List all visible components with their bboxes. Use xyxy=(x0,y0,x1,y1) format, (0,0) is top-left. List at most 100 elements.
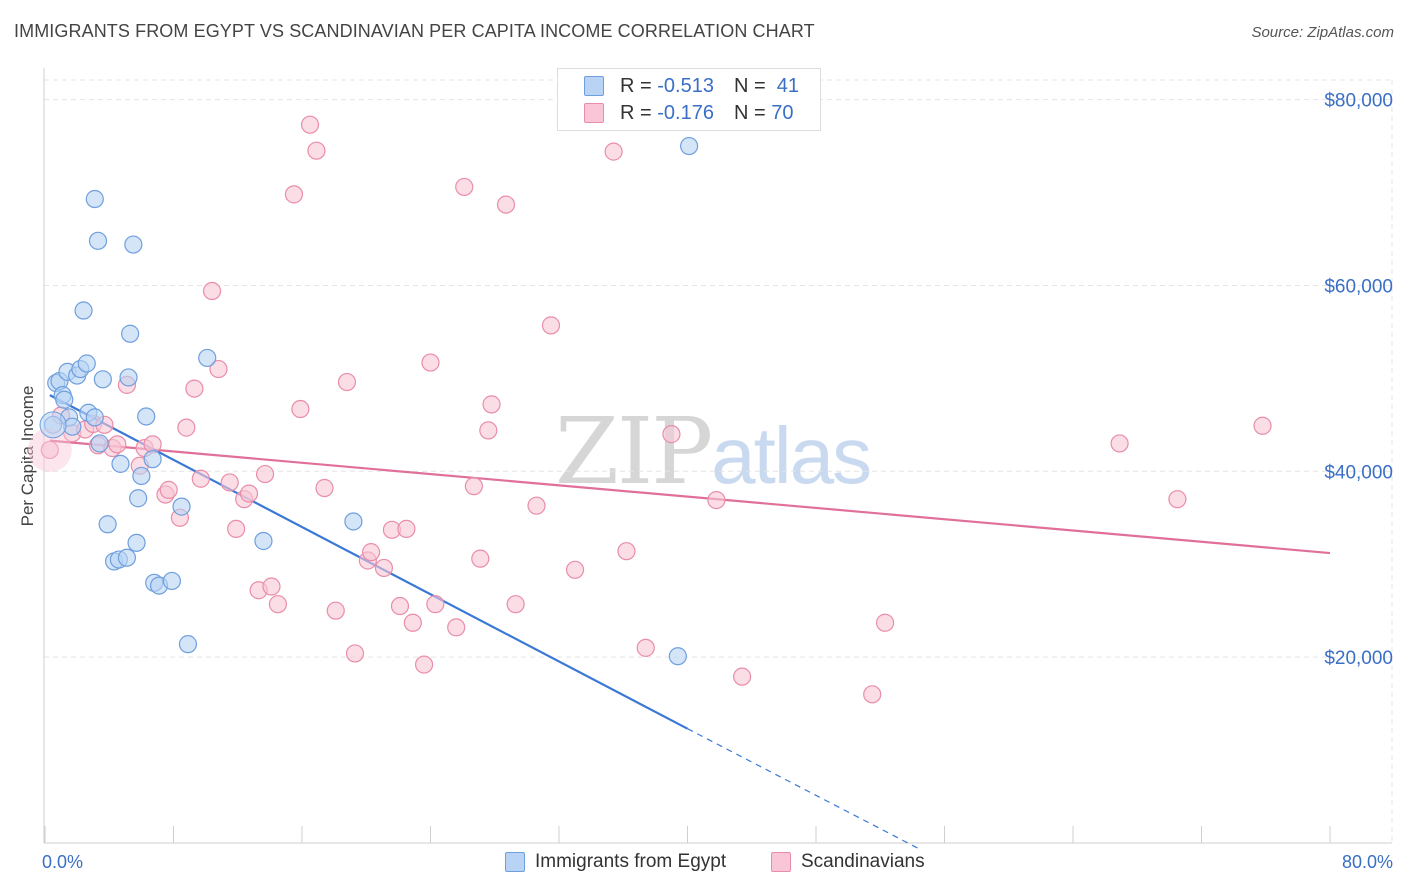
egypt-point xyxy=(55,390,74,409)
egypt-point xyxy=(124,235,143,254)
scandinavians-point xyxy=(390,596,410,616)
scandinavians-point xyxy=(464,477,483,496)
scandinavians-point xyxy=(284,185,304,204)
scandinavians-point xyxy=(337,372,357,392)
egypt-point xyxy=(254,531,273,551)
scandinavians-point xyxy=(326,601,345,620)
scandinavians-point xyxy=(496,195,516,214)
legend-n-label: N = xyxy=(733,74,766,97)
egypt-point xyxy=(85,189,104,209)
y-tick-label: $20,000 xyxy=(1324,648,1393,669)
scandinavians-point xyxy=(875,613,895,632)
egypt-point xyxy=(77,354,96,373)
chart-title: IMMIGRANTS FROM EGYPT VS SCANDINAVIAN PE… xyxy=(14,21,815,41)
egypt-point xyxy=(137,407,156,426)
scandinavians-point xyxy=(733,667,752,686)
egypt-point xyxy=(119,368,138,387)
scandinavians-point xyxy=(447,618,466,637)
egypt-point xyxy=(98,515,117,534)
legend-swatch-egypt xyxy=(584,76,604,96)
trend-line-egypt-extension xyxy=(687,728,921,851)
legend-row-egypt: R = -0.513 N = 41 xyxy=(584,73,799,99)
scandinavians-point xyxy=(414,655,434,674)
legend-swatch-scandinavians xyxy=(584,103,604,123)
scandinavians-point xyxy=(262,577,281,596)
egypt-point xyxy=(74,301,93,320)
scandinavians-point xyxy=(1253,416,1272,435)
scandinavians-point xyxy=(617,542,636,561)
scandinavians-point xyxy=(307,141,326,160)
egypt-point xyxy=(344,512,363,531)
scandinavians-point xyxy=(268,595,288,614)
scandinavians-point xyxy=(159,480,178,499)
scandinavians-point xyxy=(604,142,623,161)
scandinavians-point xyxy=(315,478,334,498)
scandinavians-point xyxy=(482,395,501,414)
scandinavians-point xyxy=(1110,434,1129,453)
scandinavians-point xyxy=(345,644,365,663)
scandinavians-cluster-point xyxy=(27,427,72,472)
y-tick-label: $60,000 xyxy=(1324,276,1393,297)
scandinavians-point xyxy=(202,281,222,301)
scandinavians-point xyxy=(863,685,882,704)
egypt-point xyxy=(172,497,191,516)
scandinavians-point xyxy=(361,543,381,562)
correlation-legend: R = -0.513 N = 41 R = -0.176 N = 70 xyxy=(557,68,821,131)
scandinavians-point xyxy=(636,638,655,657)
scandinavians-point xyxy=(191,469,210,488)
egypt-point xyxy=(117,548,137,567)
scandinavians-point xyxy=(541,316,561,335)
scandinavians-point xyxy=(227,519,246,539)
scandinavians-point xyxy=(403,613,422,632)
legend-r-label: R = xyxy=(620,101,652,124)
legend-n-value: 41 xyxy=(776,74,800,97)
egypt-point xyxy=(85,408,104,427)
scandinavians-point xyxy=(40,440,59,460)
series-swatch-scandinavians xyxy=(771,852,791,872)
scandinavians-point xyxy=(177,418,196,437)
egypt-point xyxy=(90,434,109,453)
series-label-scandinavians: Scandinavians xyxy=(801,851,925,872)
scandinavians-point xyxy=(108,435,127,454)
series-legend: Immigrants from Egypt Scandinavians xyxy=(0,851,1406,877)
egypt-cluster-point xyxy=(39,411,67,439)
series-legend-egypt[interactable]: Immigrants from Egypt xyxy=(505,851,726,873)
scandinavians-point xyxy=(471,549,490,568)
source-credit: Source: ZipAtlas.com xyxy=(1251,24,1394,41)
watermark-atlas: atlas xyxy=(711,411,872,500)
scandinavians-point xyxy=(1168,490,1187,509)
legend-n-label: N = xyxy=(733,101,766,124)
legend-n-value: 70 xyxy=(771,101,794,124)
scandinavians-point xyxy=(707,491,726,510)
scandinavians-point xyxy=(527,496,546,515)
scandinavians-point xyxy=(397,519,416,539)
scandinavians-point xyxy=(291,399,310,419)
scandinavians-point xyxy=(426,595,445,614)
y-tick-label: $40,000 xyxy=(1324,462,1393,483)
egypt-point xyxy=(143,450,162,469)
egypt-point xyxy=(162,571,181,591)
egypt-point xyxy=(680,136,699,156)
egypt-point xyxy=(132,466,151,486)
legend-row-scandinavians: R = -0.176 N = 70 xyxy=(584,100,793,126)
scandinavians-point xyxy=(255,464,275,484)
scandinavians-point xyxy=(239,484,259,503)
scandinavians-point xyxy=(421,353,440,372)
egypt-point xyxy=(129,489,148,508)
series-swatch-egypt xyxy=(505,852,525,872)
egypt-point xyxy=(178,635,198,654)
y-tick-label: $80,000 xyxy=(1324,91,1393,112)
scandinavians-point xyxy=(662,425,681,444)
x-tick-label-min: 0.0% xyxy=(42,852,84,872)
x-tick-label-max: 80.0% xyxy=(1341,852,1393,872)
egypt-point xyxy=(198,348,217,368)
egypt-point xyxy=(88,231,108,250)
scandinavians-point xyxy=(220,473,239,492)
legend-r-value: -0.176 xyxy=(657,101,714,124)
scandinavians-point xyxy=(506,595,525,614)
egypt-point xyxy=(93,370,112,389)
series-legend-scandinavians[interactable]: Scandinavians xyxy=(771,851,925,873)
trend-line-scandinavians xyxy=(49,439,1331,555)
scandinavians-point xyxy=(185,379,204,398)
scandinavians-point xyxy=(209,359,228,379)
